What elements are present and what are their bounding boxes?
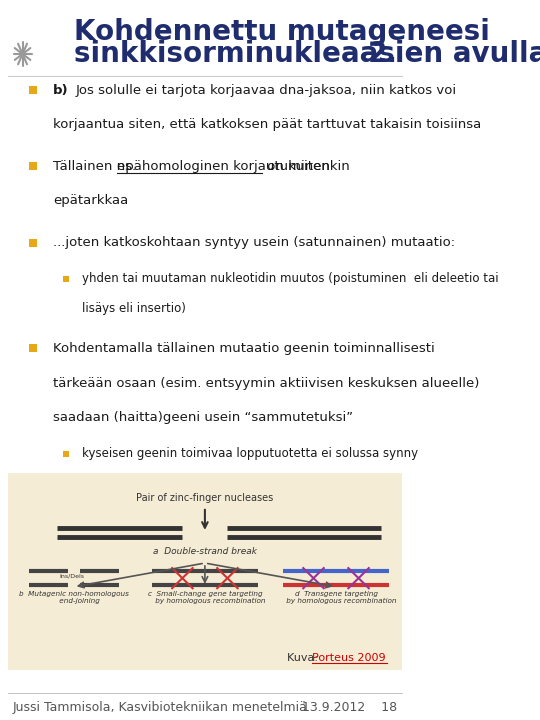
Text: korjaantua siten, että katkoksen päät tarttuvat takaisin toisiinsa: korjaantua siten, että katkoksen päät ta… xyxy=(53,118,482,131)
Text: ...joten katkoskohtaan syntyy usein (satunnainen) mutaatio:: ...joten katkoskohtaan syntyy usein (sat… xyxy=(53,236,455,249)
Text: b): b) xyxy=(53,84,69,96)
Text: Ins/Dels: Ins/Dels xyxy=(59,574,84,578)
Text: epähomologinen korjautuminen: epähomologinen korjautuminen xyxy=(117,160,330,173)
Text: epätarkkaa: epätarkkaa xyxy=(53,194,129,207)
Text: c  Small-change gene targeting
     by homologous recombination: c Small-change gene targeting by homolog… xyxy=(144,591,266,604)
Text: Tällainen ns.: Tällainen ns. xyxy=(53,160,140,173)
Text: lisäys eli insertio): lisäys eli insertio) xyxy=(82,302,186,315)
Text: a  Double-strand break: a Double-strand break xyxy=(153,547,257,556)
Text: 2.: 2. xyxy=(368,40,397,68)
Text: b  Mutagenic non-homologous
     end-joining: b Mutagenic non-homologous end-joining xyxy=(19,591,129,604)
Bar xyxy=(8,473,402,670)
Text: saadaan (haitta)geeni usein “sammutetuksi”: saadaan (haitta)geeni usein “sammutetuks… xyxy=(53,411,353,424)
Text: yhden tai muutaman nukleotidin muutos (poistuminen  eli deleetio tai: yhden tai muutaman nukleotidin muutos (p… xyxy=(82,272,498,285)
Text: Kohdennettu mutageneesi: Kohdennettu mutageneesi xyxy=(74,19,490,46)
Text: Jos solulle ei tarjota korjaavaa dna-jaksoa, niin katkos voi: Jos solulle ei tarjota korjaavaa dna-jak… xyxy=(76,84,457,96)
Text: on kuitenkin: on kuitenkin xyxy=(264,160,350,173)
Text: Jussi Tammisola, Kasvibiotekniikan menetelmiä: Jussi Tammisola, Kasvibiotekniikan menet… xyxy=(12,701,307,714)
Text: tärkeään osaan (esim. entsyymin aktiivisen keskuksen alueelle): tärkeään osaan (esim. entsyymin aktiivis… xyxy=(53,377,480,390)
Text: Kohdentamalla tällainen mutaatio geenin toiminnallisesti: Kohdentamalla tällainen mutaatio geenin … xyxy=(53,342,435,355)
Text: d  Transgene targeting
     by homologous recombination: d Transgene targeting by homologous reco… xyxy=(275,591,397,604)
Text: sinkkisorminukleaasien avulla: sinkkisorminukleaasien avulla xyxy=(74,40,540,68)
Text: kyseisen geenin toimivaa lopputuotetta ei solussa synny: kyseisen geenin toimivaa lopputuotetta e… xyxy=(82,447,418,460)
Text: Kuva:: Kuva: xyxy=(287,653,321,663)
Text: Porteus 2009: Porteus 2009 xyxy=(312,653,386,663)
Text: 13.9.2012    18: 13.9.2012 18 xyxy=(302,701,397,714)
Text: Pair of zinc-finger nucleases: Pair of zinc-finger nucleases xyxy=(136,493,274,503)
